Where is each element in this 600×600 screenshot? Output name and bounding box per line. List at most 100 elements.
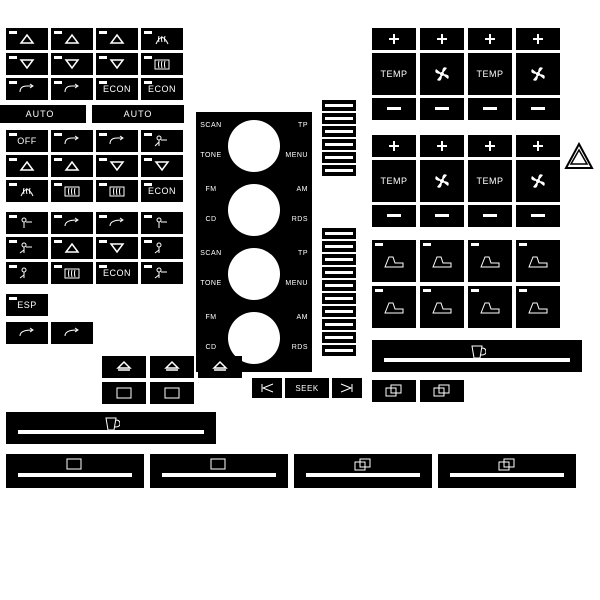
minus-button[interactable] xyxy=(372,205,416,227)
eject-icon[interactable] xyxy=(198,356,242,378)
fm-button[interactable]: FM xyxy=(196,180,226,198)
windows-icon[interactable] xyxy=(420,380,464,402)
airflow-person-icon[interactable] xyxy=(6,212,48,234)
preset-slot[interactable] xyxy=(322,254,356,265)
preset-slot[interactable] xyxy=(322,319,356,330)
minus-button[interactable] xyxy=(372,98,416,120)
plus-button[interactable] xyxy=(420,135,464,157)
am-button[interactable]: AM xyxy=(282,308,312,326)
plus-button[interactable] xyxy=(516,28,560,50)
econ-button[interactable]: ECON xyxy=(96,262,138,284)
windows-icon[interactable] xyxy=(372,380,416,402)
recirculate-icon[interactable] xyxy=(51,130,93,152)
bottom-panel[interactable] xyxy=(150,454,288,488)
recirculate-icon[interactable] xyxy=(6,322,48,344)
tp-button[interactable]: TP xyxy=(282,244,312,262)
fan-icon[interactable] xyxy=(420,160,464,202)
econ-button[interactable]: ECON xyxy=(141,78,183,100)
arrow-down-icon[interactable] xyxy=(141,155,183,177)
airflow-person-icon[interactable] xyxy=(141,212,183,234)
rds-button[interactable]: RDS xyxy=(282,210,312,228)
bottom-panel[interactable] xyxy=(294,454,432,488)
screen-icon[interactable] xyxy=(102,382,146,404)
arrow-up-icon[interactable] xyxy=(51,28,93,50)
preset-slot[interactable] xyxy=(322,113,356,124)
preset-slot[interactable] xyxy=(322,345,356,356)
preset-slot[interactable] xyxy=(322,100,356,111)
cup-holder-panel[interactable] xyxy=(372,340,582,372)
arrow-down-icon[interactable] xyxy=(96,155,138,177)
preset-slot[interactable] xyxy=(322,152,356,163)
defrost-rear-icon[interactable] xyxy=(51,180,93,202)
defrost-front-icon[interactable] xyxy=(141,28,183,50)
rds-button[interactable]: RDS xyxy=(282,338,312,356)
fan-icon[interactable] xyxy=(516,53,560,95)
defrost-rear-icon[interactable] xyxy=(141,53,183,75)
tp-button[interactable]: TP xyxy=(282,116,312,134)
preset-slot[interactable] xyxy=(322,280,356,291)
bottom-panel[interactable] xyxy=(438,454,576,488)
fm-button[interactable]: FM xyxy=(196,308,226,326)
eject-icon[interactable] xyxy=(102,356,146,378)
preset-slot[interactable] xyxy=(322,267,356,278)
preset-slot[interactable] xyxy=(322,332,356,343)
fan-icon[interactable] xyxy=(420,53,464,95)
minus-button[interactable] xyxy=(468,98,512,120)
arrow-down-icon[interactable] xyxy=(96,237,138,259)
arrow-down-icon[interactable] xyxy=(96,53,138,75)
recirculate-icon[interactable] xyxy=(96,130,138,152)
defrost-rear-icon[interactable] xyxy=(51,262,93,284)
recirculate-icon[interactable] xyxy=(96,212,138,234)
arrow-up-icon[interactable] xyxy=(6,155,48,177)
recirculate-icon[interactable] xyxy=(6,78,48,100)
seek-button[interactable]: SEEK xyxy=(285,378,329,398)
seek-right-icon[interactable] xyxy=(332,378,362,398)
preset-slot[interactable] xyxy=(322,228,356,239)
arrow-up-icon[interactable] xyxy=(6,28,48,50)
auto-strip[interactable]: AUTO xyxy=(92,105,184,123)
minus-button[interactable] xyxy=(468,205,512,227)
temp-button[interactable]: TEMP xyxy=(372,53,416,95)
cd-button[interactable]: CD xyxy=(196,338,226,356)
temp-button[interactable]: TEMP xyxy=(468,53,512,95)
recirculate-icon[interactable] xyxy=(51,322,93,344)
bottom-panel[interactable] xyxy=(6,454,144,488)
menu-button[interactable]: MENU xyxy=(282,274,312,292)
airflow-person-icon[interactable] xyxy=(141,262,183,284)
arrow-down-icon[interactable] xyxy=(6,53,48,75)
defrost-front-icon[interactable] xyxy=(6,180,48,202)
seat-heat-icon[interactable] xyxy=(516,240,560,282)
seek-left-icon[interactable] xyxy=(252,378,282,398)
preset-slot[interactable] xyxy=(322,139,356,150)
arrow-up-icon[interactable] xyxy=(51,237,93,259)
seat-heat-icon[interactable] xyxy=(420,240,464,282)
esp-button[interactable]: ESP xyxy=(6,294,48,316)
minus-button[interactable] xyxy=(420,98,464,120)
airflow-person-icon[interactable] xyxy=(141,237,183,259)
auto-strip[interactable]: AUTO xyxy=(0,105,86,123)
seat-heat-icon[interactable] xyxy=(420,286,464,328)
plus-button[interactable] xyxy=(372,28,416,50)
seat-heat-icon[interactable] xyxy=(516,286,560,328)
seat-heat-icon[interactable] xyxy=(468,286,512,328)
minus-button[interactable] xyxy=(420,205,464,227)
screen-icon[interactable] xyxy=(150,382,194,404)
scan-button[interactable]: SCAN xyxy=(196,244,226,262)
eject-icon[interactable] xyxy=(150,356,194,378)
am-button[interactable]: AM xyxy=(282,180,312,198)
off-button[interactable]: OFF xyxy=(6,130,48,152)
econ-button[interactable]: ECON xyxy=(96,78,138,100)
plus-button[interactable] xyxy=(516,135,560,157)
airflow-person-icon[interactable] xyxy=(6,237,48,259)
recirculate-icon[interactable] xyxy=(51,212,93,234)
tone-button[interactable]: TONE xyxy=(196,274,226,292)
seat-heat-icon[interactable] xyxy=(372,240,416,282)
seat-heat-icon[interactable] xyxy=(468,240,512,282)
preset-slot[interactable] xyxy=(322,241,356,252)
preset-slot[interactable] xyxy=(322,293,356,304)
menu-button[interactable]: MENU xyxy=(282,146,312,164)
airflow-person-icon[interactable] xyxy=(6,262,48,284)
plus-button[interactable] xyxy=(468,135,512,157)
arrow-up-icon[interactable] xyxy=(51,155,93,177)
arrow-down-icon[interactable] xyxy=(51,53,93,75)
